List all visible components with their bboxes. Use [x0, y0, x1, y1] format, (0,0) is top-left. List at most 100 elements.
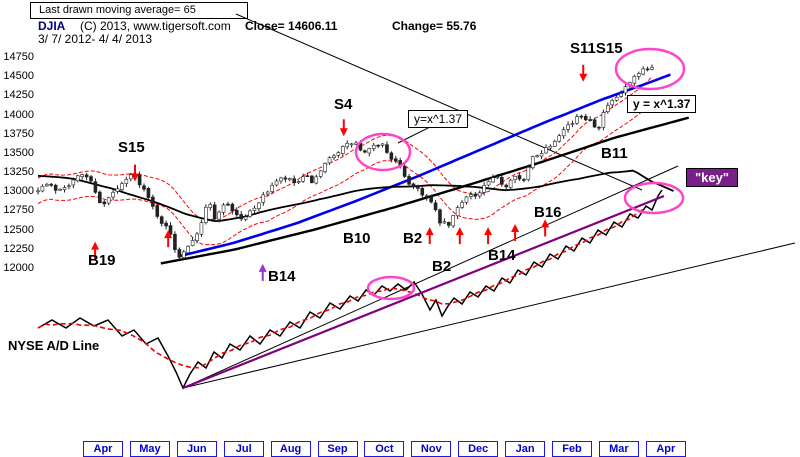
candle-body — [301, 176, 305, 182]
candle-body — [261, 194, 266, 203]
candle-body — [561, 129, 566, 137]
candle-body — [416, 186, 420, 189]
moving-average-line — [37, 169, 674, 223]
candle-body — [473, 193, 478, 197]
x-axis-month-label: Aug — [270, 441, 311, 457]
y-axis-tick: 13750 — [3, 127, 34, 140]
signal-label-b14: B14 — [268, 268, 296, 285]
signal-label-b2: B2 — [432, 258, 452, 275]
candle-body — [305, 175, 310, 177]
candle-body — [407, 176, 411, 185]
signal-label-s15: S15 — [118, 139, 145, 156]
candle-body — [385, 144, 389, 153]
ad-fan-line-steep — [182, 165, 679, 389]
candle-body — [340, 146, 345, 154]
candle-body — [447, 222, 451, 226]
up-arrow-icon — [541, 219, 550, 228]
candle-body — [363, 150, 367, 153]
candle-body — [402, 165, 407, 177]
up-arrow-icon — [164, 230, 173, 239]
candle-body — [115, 188, 120, 192]
candle-body — [495, 176, 500, 179]
candle-body — [84, 174, 89, 178]
candle-body — [265, 191, 270, 195]
candle-body — [314, 176, 319, 184]
candle-body — [195, 233, 199, 241]
candle-body — [336, 152, 341, 156]
signal-label-b14: B14 — [488, 247, 516, 264]
power-fit-label-mid: y=x^1.37 — [408, 110, 468, 128]
y-axis-tick: 14250 — [3, 89, 34, 102]
candle-body — [164, 222, 168, 227]
candle-body — [327, 157, 332, 164]
y-axis-tick: 14000 — [3, 108, 34, 121]
candle-body — [371, 144, 376, 149]
candle-body — [619, 93, 623, 97]
candle-body — [186, 245, 190, 253]
candle-body — [287, 178, 292, 181]
ad-line — [37, 189, 663, 390]
power-fit-label-right: y = x^1.37 — [627, 95, 697, 113]
candle-body — [650, 67, 654, 70]
candle-body — [588, 119, 592, 121]
candle-body — [535, 155, 539, 158]
signal-label-b16: B16 — [534, 204, 562, 221]
x-axis-month-label: Apr — [645, 441, 686, 457]
ma-setting-text: Last drawn moving average= 65 — [39, 4, 196, 16]
candle-body — [451, 215, 456, 227]
upper-band-line — [37, 76, 653, 220]
candle-body — [477, 192, 482, 197]
candle-body — [155, 205, 160, 217]
candle-body — [204, 206, 208, 223]
candle-body — [349, 143, 354, 146]
candle-body — [58, 188, 62, 191]
signal-label-s11s15: S11S15 — [570, 40, 623, 57]
highlight-ellipse — [614, 47, 686, 91]
candle-body — [566, 124, 570, 130]
candle-body — [429, 197, 433, 203]
y-axis-tick: 12500 — [3, 223, 34, 236]
candle-body — [106, 197, 111, 204]
y-axis-tick: 13000 — [3, 185, 34, 198]
candle-body — [226, 203, 230, 206]
candle-body — [411, 183, 416, 187]
y-axis-tick: 14750 — [3, 51, 34, 63]
y-axis-tick: 13250 — [3, 166, 34, 179]
candle-body — [544, 147, 548, 154]
ad-ma-line — [37, 208, 645, 369]
candle-body — [482, 184, 486, 193]
candle-body — [318, 170, 323, 177]
x-axis-month-label: Mar — [598, 441, 639, 457]
candle-body — [504, 184, 509, 188]
highlight-ellipse — [366, 275, 416, 301]
candle-body — [354, 142, 358, 145]
candle-body — [173, 233, 177, 250]
signal-label-s4: S4 — [334, 96, 353, 113]
power-trend-black — [160, 116, 690, 265]
signal-label-b19: B19 — [88, 252, 116, 269]
candle-body — [517, 175, 522, 180]
candle-body — [592, 119, 597, 128]
candle-body — [252, 207, 257, 211]
candle-body — [49, 183, 54, 186]
candle-body — [601, 112, 606, 128]
candle-body — [292, 178, 297, 184]
candle-body — [279, 177, 283, 182]
candle-body — [146, 188, 151, 198]
down-arrow-icon — [339, 128, 348, 137]
candle-body — [557, 135, 562, 142]
copyright-label: (C) 2013, www.tigersoft.com — [80, 19, 231, 33]
candle-body — [75, 175, 80, 182]
ad-fan-line-shallow — [182, 242, 796, 389]
candle-body — [508, 179, 513, 188]
candle-body — [332, 155, 336, 158]
candle-body — [469, 194, 473, 197]
candle-body — [575, 116, 579, 124]
candle-body — [102, 201, 107, 205]
candle-body — [93, 181, 98, 193]
candle-body — [610, 99, 615, 106]
candle-body — [36, 190, 40, 193]
candle-body — [234, 210, 239, 216]
candle-body — [270, 184, 274, 192]
